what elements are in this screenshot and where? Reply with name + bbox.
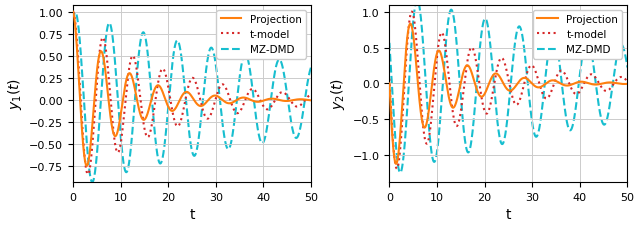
t-model	[413, 44, 420, 47]
Projection	[171, 109, 179, 111]
MZ-DMD	[477, 38, 484, 41]
Projection	[623, 83, 631, 86]
t-model	[477, 92, 484, 95]
Projection	[619, 83, 627, 86]
Line: Projection: Projection	[73, 12, 311, 166]
t-model	[97, 47, 104, 49]
MZ-DMD	[427, 146, 435, 149]
MZ-DMD	[88, 181, 96, 184]
Projection	[307, 100, 315, 102]
t-model	[487, 100, 495, 103]
Projection	[303, 99, 310, 102]
Y-axis label: $y_2(t)$: $y_2(t)$	[329, 78, 347, 110]
t-model	[69, 11, 77, 14]
MZ-DMD	[396, 172, 404, 174]
t-model	[171, 120, 179, 123]
MZ-DMD	[619, 46, 627, 49]
t-model	[307, 94, 315, 96]
MZ-DMD	[69, 20, 77, 23]
MZ-DMD	[385, 42, 393, 45]
Projection	[83, 165, 91, 168]
t-model	[619, 77, 627, 79]
MZ-DMD	[413, 0, 421, 2]
t-model	[393, 168, 401, 170]
Line: MZ-DMD: MZ-DMD	[73, 13, 311, 182]
Projection	[111, 134, 118, 137]
t-model	[593, 80, 601, 82]
Projection	[413, 69, 420, 72]
MZ-DMD	[487, 53, 495, 56]
Line: Projection: Projection	[389, 25, 627, 164]
MZ-DMD	[593, 94, 601, 97]
MZ-DMD	[307, 67, 315, 69]
Projection	[487, 78, 495, 81]
Projection	[406, 23, 414, 26]
t-model	[385, 78, 393, 81]
Line: t-model: t-model	[73, 13, 311, 175]
Projection	[477, 96, 484, 99]
Legend: Projection, t-model, MZ-DMD: Projection, t-model, MZ-DMD	[216, 11, 306, 59]
t-model	[408, 11, 415, 14]
MZ-DMD	[623, 67, 631, 69]
Projection	[277, 99, 285, 102]
t-model	[427, 123, 435, 125]
Projection	[385, 83, 393, 85]
X-axis label: t: t	[506, 207, 511, 222]
MZ-DMD	[161, 145, 168, 148]
Line: t-model: t-model	[389, 12, 627, 169]
t-model	[303, 98, 310, 100]
Legend: Projection, t-model, MZ-DMD: Projection, t-model, MZ-DMD	[533, 11, 622, 59]
Projection	[392, 163, 400, 165]
Projection	[161, 96, 168, 99]
Projection	[427, 94, 435, 96]
MZ-DMD	[277, 61, 285, 63]
t-model	[623, 81, 631, 84]
Projection	[69, 11, 77, 14]
X-axis label: t: t	[189, 207, 195, 222]
MZ-DMD	[111, 54, 118, 57]
Line: MZ-DMD: MZ-DMD	[389, 0, 627, 173]
t-model	[161, 70, 168, 73]
Projection	[593, 84, 601, 86]
MZ-DMD	[97, 108, 104, 111]
Projection	[97, 52, 104, 54]
Y-axis label: $y_1(t)$: $y_1(t)$	[6, 78, 24, 110]
MZ-DMD	[303, 88, 310, 91]
t-model	[111, 138, 118, 140]
MZ-DMD	[413, 0, 420, 2]
MZ-DMD	[72, 12, 79, 15]
MZ-DMD	[171, 46, 179, 49]
t-model	[84, 173, 92, 176]
t-model	[277, 92, 285, 94]
